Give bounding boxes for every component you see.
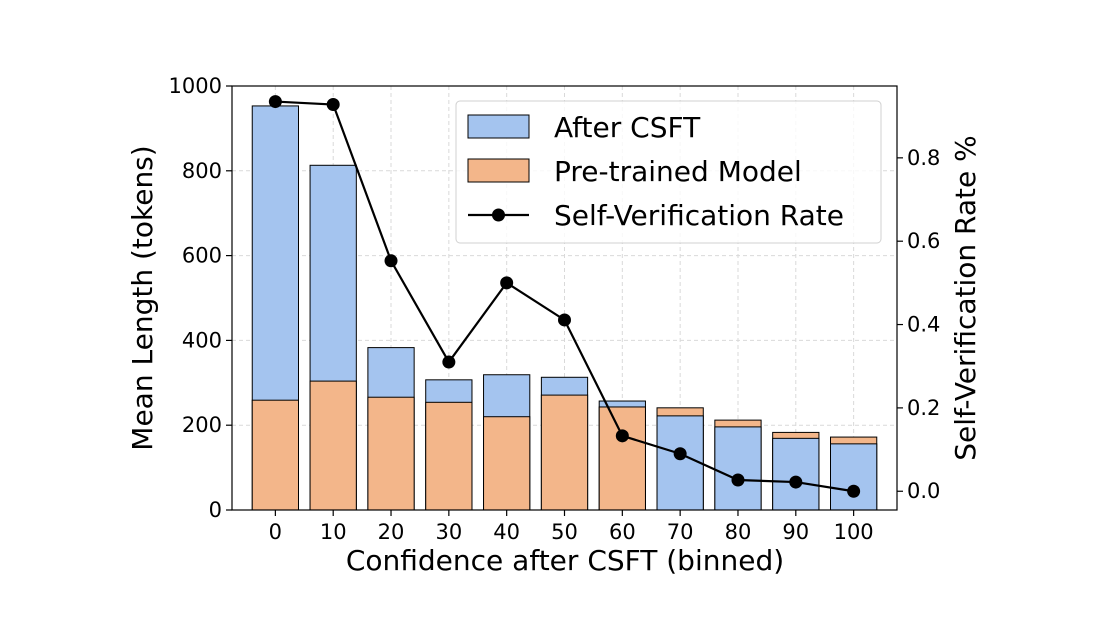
self-verification-point-30	[442, 355, 456, 369]
y2-axis-title: Self-Verification Rate %	[949, 135, 982, 461]
y-tick-label-600: 600	[182, 244, 222, 268]
y2-tick-label-0.6: 0.6	[907, 229, 940, 253]
y-tick-label-400: 400	[182, 328, 222, 352]
legend-frame	[455, 100, 882, 244]
x-tick-label-80: 80	[725, 520, 752, 544]
line-series	[268, 95, 861, 498]
self-verification-point-60	[615, 429, 629, 443]
bar-pretrained-40	[483, 416, 531, 511]
self-verification-point-50	[558, 313, 571, 327]
legend: After CSFT Pre-trained Model Self-Verifi…	[455, 100, 882, 244]
self-verification-point-0	[268, 95, 282, 109]
self-verification-point-70	[673, 447, 687, 461]
x-tick-label-60: 60	[609, 520, 636, 544]
x-tick-label-20: 20	[378, 520, 405, 544]
x-tick-label-30: 30	[435, 520, 462, 544]
y-tick-label-800: 800	[182, 159, 222, 183]
self-verification-point-100	[847, 484, 861, 498]
legend-label-pretrained: Pre-trained Model	[554, 155, 802, 188]
x-tick-label-40: 40	[493, 520, 520, 544]
x-tick-label-100: 100	[834, 520, 874, 544]
x-tick-label-10: 10	[320, 520, 347, 544]
bars	[251, 105, 878, 511]
legend-marker-sample	[492, 208, 505, 222]
self-verification-point-90	[789, 475, 803, 489]
ticks: 0 200 400 600 800 1000 0.0 0.2 0.4 0.6 0.8 0 10 20 30 4…	[169, 74, 941, 544]
y-tick-label-0: 0	[209, 498, 222, 522]
y2-tick-label-0.2: 0.2	[907, 396, 940, 420]
self-verification-point-10	[326, 98, 340, 112]
bar-after-csft-90	[772, 437, 820, 511]
x-tick-label-70: 70	[667, 520, 694, 544]
x-tick-label-90: 90	[782, 520, 809, 544]
bar-after-csft-100	[830, 443, 878, 511]
x-tick-label-0: 0	[269, 520, 282, 544]
bar-pretrained-20	[367, 396, 415, 511]
self-verification-point-40	[500, 276, 514, 290]
legend-swatch-pretrained	[467, 158, 530, 183]
y2-tick-label-0.8: 0.8	[907, 146, 940, 170]
self-verification-point-20	[384, 254, 398, 268]
y2-tick-label-0.4: 0.4	[907, 313, 940, 337]
bar-after-csft-70	[656, 415, 704, 511]
y-tick-label-1000: 1000	[169, 74, 222, 98]
x-tick-label-50: 50	[551, 520, 578, 544]
legend-label-after-csft: After CSFT	[554, 111, 701, 144]
bar-pretrained-0	[251, 399, 300, 511]
y-axis-title: Mean Length (tokens)	[126, 145, 159, 450]
bar-pretrained-10	[309, 380, 357, 511]
bar-after-csft-80	[714, 426, 762, 511]
x-axis-title: Confidence after CSFT (binned)	[346, 544, 784, 577]
bar-pretrained-30	[425, 401, 473, 511]
bar-pretrained-50	[540, 394, 589, 511]
legend-swatch-after-csft	[467, 114, 530, 139]
y-tick-label-200: 200	[182, 413, 222, 437]
bar-pretrained-60	[598, 406, 646, 511]
self-verification-point-80	[731, 473, 745, 487]
legend-label-self-verification: Self-Verification Rate	[554, 199, 844, 232]
y2-tick-label-0.0: 0.0	[907, 479, 940, 503]
